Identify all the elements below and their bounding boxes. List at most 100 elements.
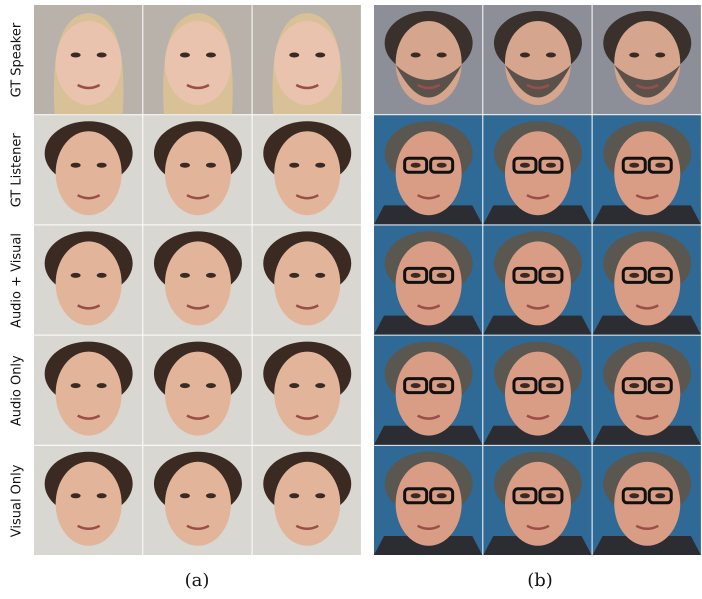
eye bbox=[205, 272, 216, 278]
eye bbox=[179, 52, 190, 58]
image-grid bbox=[34, 5, 701, 555]
eye bbox=[289, 272, 300, 278]
face bbox=[274, 131, 341, 216]
glasses bbox=[621, 266, 647, 284]
image-tile bbox=[592, 115, 701, 225]
eye bbox=[315, 162, 326, 168]
eye bbox=[545, 52, 556, 58]
eye bbox=[289, 52, 300, 58]
image-tile bbox=[34, 335, 143, 445]
mouth bbox=[186, 194, 210, 200]
mouth bbox=[295, 194, 319, 200]
face bbox=[395, 131, 462, 216]
mouth bbox=[295, 83, 319, 90]
image-tile bbox=[483, 335, 592, 445]
image-tile bbox=[483, 5, 592, 115]
eye bbox=[315, 52, 326, 58]
eye bbox=[436, 52, 447, 58]
row-label: GT Listener bbox=[10, 133, 25, 208]
image-tile bbox=[483, 445, 592, 555]
caption: (a) bbox=[185, 570, 210, 591]
eye bbox=[70, 272, 81, 278]
mouth bbox=[526, 194, 550, 200]
eye bbox=[519, 272, 530, 278]
face bbox=[614, 241, 681, 326]
image-tile bbox=[252, 335, 361, 445]
face bbox=[504, 351, 571, 436]
glasses bbox=[403, 377, 429, 395]
face bbox=[55, 241, 122, 326]
eye bbox=[315, 383, 326, 389]
glasses bbox=[621, 377, 647, 395]
mouth bbox=[417, 304, 441, 310]
mouth bbox=[186, 304, 210, 310]
eye bbox=[655, 272, 666, 278]
face bbox=[614, 131, 681, 216]
eye bbox=[629, 52, 640, 58]
glasses bbox=[538, 377, 564, 395]
face bbox=[614, 461, 681, 546]
image-tile bbox=[34, 115, 143, 225]
glasses bbox=[429, 377, 455, 395]
mouth bbox=[635, 83, 659, 90]
eye bbox=[96, 383, 107, 389]
image-tile bbox=[143, 335, 252, 445]
eye bbox=[70, 493, 81, 499]
eye bbox=[629, 383, 640, 389]
glasses bbox=[429, 266, 455, 284]
face bbox=[395, 351, 462, 436]
mouth bbox=[77, 304, 101, 310]
image-tile bbox=[483, 225, 592, 335]
face bbox=[164, 241, 231, 326]
beard bbox=[504, 65, 571, 98]
face bbox=[55, 131, 122, 216]
eye bbox=[519, 493, 530, 499]
mouth bbox=[77, 524, 101, 531]
glasses bbox=[647, 156, 673, 174]
glasses bbox=[429, 156, 455, 174]
mouth bbox=[635, 304, 659, 310]
mouth bbox=[417, 414, 441, 420]
eye bbox=[315, 272, 326, 278]
glasses bbox=[512, 266, 538, 284]
face bbox=[274, 351, 341, 436]
glasses bbox=[429, 487, 455, 505]
image-tile bbox=[252, 115, 361, 225]
glasses bbox=[538, 266, 564, 284]
glasses bbox=[538, 487, 564, 505]
beard bbox=[614, 65, 681, 98]
eye bbox=[289, 162, 300, 168]
eye bbox=[655, 493, 666, 499]
row-label: GT Speaker bbox=[10, 22, 25, 97]
eye bbox=[545, 493, 556, 499]
mouth bbox=[186, 83, 210, 90]
mouth bbox=[77, 194, 101, 200]
caption: (b) bbox=[527, 570, 553, 591]
glasses bbox=[403, 156, 429, 174]
image-tile bbox=[592, 5, 701, 115]
face bbox=[274, 241, 341, 326]
mouth bbox=[526, 83, 550, 90]
eye bbox=[436, 162, 447, 168]
image-tile bbox=[34, 445, 143, 555]
mouth bbox=[635, 524, 659, 531]
eye bbox=[410, 162, 421, 168]
row-label: Audio Only bbox=[10, 355, 25, 426]
image-tile bbox=[483, 115, 592, 225]
eye bbox=[655, 383, 666, 389]
face bbox=[164, 351, 231, 436]
glasses bbox=[403, 487, 429, 505]
face bbox=[504, 461, 571, 546]
mouth bbox=[526, 524, 550, 531]
face bbox=[504, 131, 571, 216]
mouth bbox=[417, 83, 441, 90]
image-tile bbox=[143, 5, 252, 115]
eye bbox=[205, 162, 216, 168]
row-labels: GT Speaker GT Listener Audio + Visual Audio… bbox=[10, 22, 25, 537]
image-tile bbox=[143, 445, 252, 555]
face bbox=[164, 461, 231, 546]
eye bbox=[70, 383, 81, 389]
eye bbox=[289, 493, 300, 499]
face bbox=[55, 351, 122, 436]
